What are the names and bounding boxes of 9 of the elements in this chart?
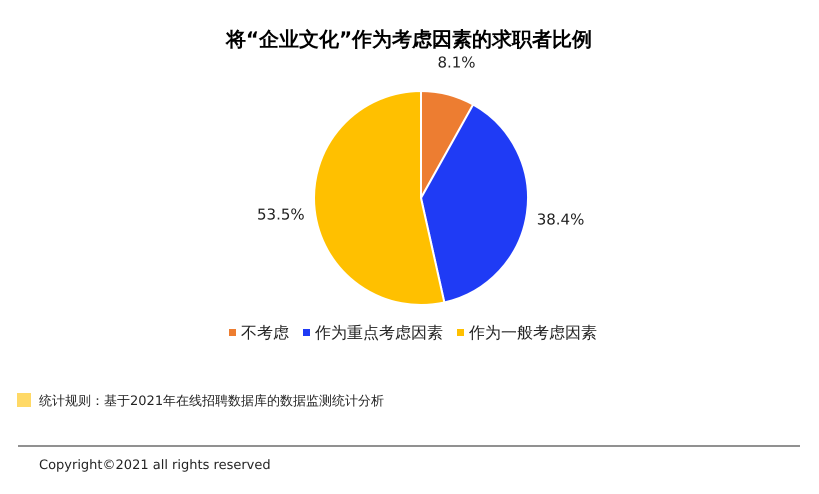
chart-title: 将“企业文化”作为考虑因素的求职者比例 (224, 27, 592, 51)
data-label: 8.1% (437, 54, 476, 72)
legend-label: 作为重点考虑因素 (314, 323, 443, 342)
legend-label: 不考虑 (241, 323, 289, 342)
data-label: 38.4% (536, 210, 584, 228)
text: 统计规则：基于2021年在线招聘数据库的数据监测统计分析 (39, 394, 384, 409)
text: Copyright©2021 all rights reserved (39, 458, 271, 473)
data-label: 53.5% (257, 205, 305, 224)
legend-label: 作为一般考虑因素 (468, 323, 597, 342)
